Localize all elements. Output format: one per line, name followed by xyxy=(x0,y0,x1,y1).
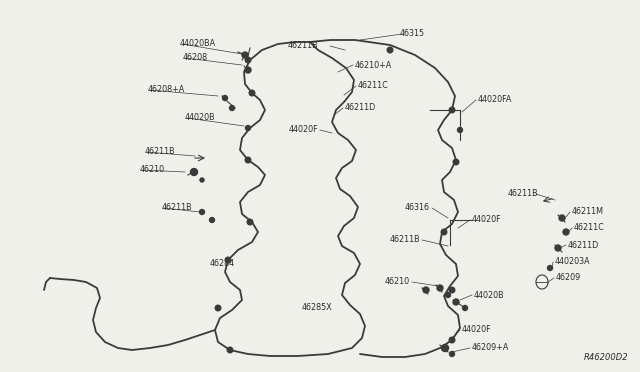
Circle shape xyxy=(387,47,393,53)
Text: 46210+A: 46210+A xyxy=(355,61,392,70)
Circle shape xyxy=(445,292,451,298)
Text: 44020B: 44020B xyxy=(185,113,216,122)
Text: 46211C: 46211C xyxy=(358,81,388,90)
Circle shape xyxy=(230,106,234,110)
Circle shape xyxy=(200,209,205,215)
Text: 46209+A: 46209+A xyxy=(472,343,509,353)
Circle shape xyxy=(559,215,565,221)
Text: 46210: 46210 xyxy=(385,278,410,286)
Circle shape xyxy=(555,245,561,251)
Text: 46211M: 46211M xyxy=(572,208,604,217)
Text: 44020BA: 44020BA xyxy=(180,39,216,48)
Circle shape xyxy=(458,128,463,132)
Circle shape xyxy=(453,159,459,165)
Circle shape xyxy=(563,229,569,235)
Circle shape xyxy=(442,344,449,352)
Circle shape xyxy=(441,229,447,235)
Circle shape xyxy=(200,178,204,182)
Circle shape xyxy=(247,219,253,225)
Circle shape xyxy=(423,287,429,293)
Circle shape xyxy=(453,299,459,305)
Text: 46211D: 46211D xyxy=(568,241,599,250)
Text: 44020F: 44020F xyxy=(289,125,318,135)
Circle shape xyxy=(225,257,231,263)
Text: 46211B: 46211B xyxy=(162,203,193,212)
Circle shape xyxy=(449,107,455,113)
Text: 46285X: 46285X xyxy=(302,304,333,312)
Text: 44020FA: 44020FA xyxy=(478,96,513,105)
Text: 44020F: 44020F xyxy=(472,215,502,224)
Circle shape xyxy=(215,305,221,311)
Circle shape xyxy=(246,125,250,131)
Text: 46211B: 46211B xyxy=(508,189,538,199)
Text: 46316: 46316 xyxy=(405,203,430,212)
Circle shape xyxy=(191,169,198,176)
Text: 440203A: 440203A xyxy=(555,257,591,266)
Text: 46211B: 46211B xyxy=(287,42,318,51)
Circle shape xyxy=(437,285,443,291)
Text: 46208+A: 46208+A xyxy=(148,86,185,94)
Text: 46211D: 46211D xyxy=(345,103,376,112)
Circle shape xyxy=(249,90,255,96)
Text: 46211B: 46211B xyxy=(145,148,175,157)
Circle shape xyxy=(449,287,455,293)
Circle shape xyxy=(209,218,214,222)
Text: R46200D2: R46200D2 xyxy=(584,353,628,362)
Circle shape xyxy=(449,337,455,343)
Circle shape xyxy=(242,52,248,58)
Circle shape xyxy=(245,67,251,73)
Circle shape xyxy=(449,352,454,356)
Text: 46211C: 46211C xyxy=(574,224,605,232)
Text: 46209: 46209 xyxy=(556,273,581,282)
Text: 44020F: 44020F xyxy=(462,326,492,334)
Text: 46211B: 46211B xyxy=(389,235,420,244)
Circle shape xyxy=(463,305,467,311)
Circle shape xyxy=(223,96,227,100)
Text: 46315: 46315 xyxy=(400,29,425,38)
Circle shape xyxy=(227,347,233,353)
Text: 44020B: 44020B xyxy=(474,291,504,299)
Circle shape xyxy=(245,57,251,63)
Circle shape xyxy=(245,157,251,163)
Text: 46210: 46210 xyxy=(140,166,165,174)
Text: 46208: 46208 xyxy=(183,54,208,62)
Text: 46284: 46284 xyxy=(210,260,235,269)
Circle shape xyxy=(547,266,552,270)
